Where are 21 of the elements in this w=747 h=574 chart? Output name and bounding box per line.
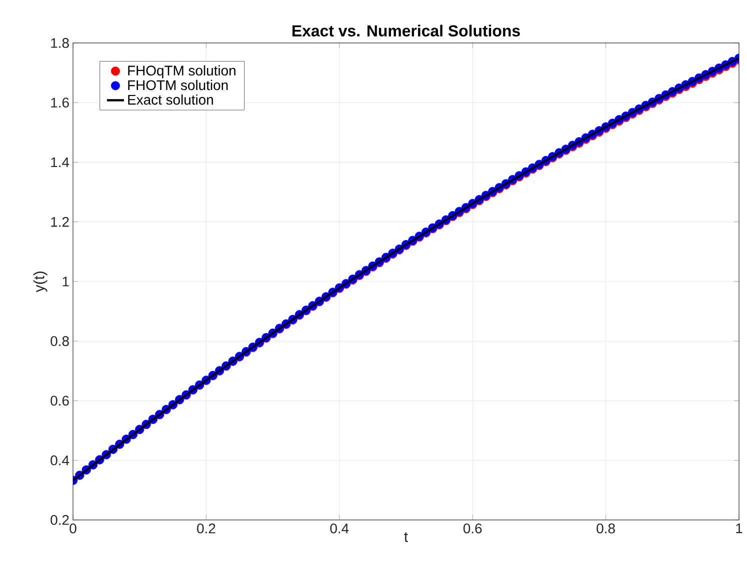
x-tick-label: 0.6: [463, 523, 482, 534]
y-tick-label: 1.2: [51, 216, 69, 227]
y-tick-label: 0.6: [50, 396, 69, 406]
legend-label: Exact solution: [128, 94, 213, 105]
x-tick-label: 0.2: [197, 523, 216, 534]
legend-label: FHOqTM solution: [128, 65, 236, 78]
x-tick-label: 1: [736, 524, 742, 534]
chart-title: Exact vs. Numerical Solutions: [292, 24, 520, 36]
x-tick-label: 0.8: [596, 523, 615, 534]
y-tick-label: 1.6: [51, 98, 69, 108]
x-tick-label: 0: [70, 523, 76, 534]
y-tick-label: 0.2: [50, 515, 69, 525]
legend-label: FHOTM solution: [128, 80, 228, 90]
y-tick-label: 0.4: [50, 455, 70, 466]
x-axis-title: t: [404, 532, 408, 542]
y-tick-label: 1: [62, 276, 69, 286]
y-tick-label: 1.8: [51, 38, 69, 48]
y-tick-label: 0.8: [50, 336, 69, 346]
y-tick-label: 1.4: [51, 157, 70, 168]
y-axis-title: y(t): [33, 272, 48, 292]
x-tick-label: 0.4: [330, 523, 349, 534]
